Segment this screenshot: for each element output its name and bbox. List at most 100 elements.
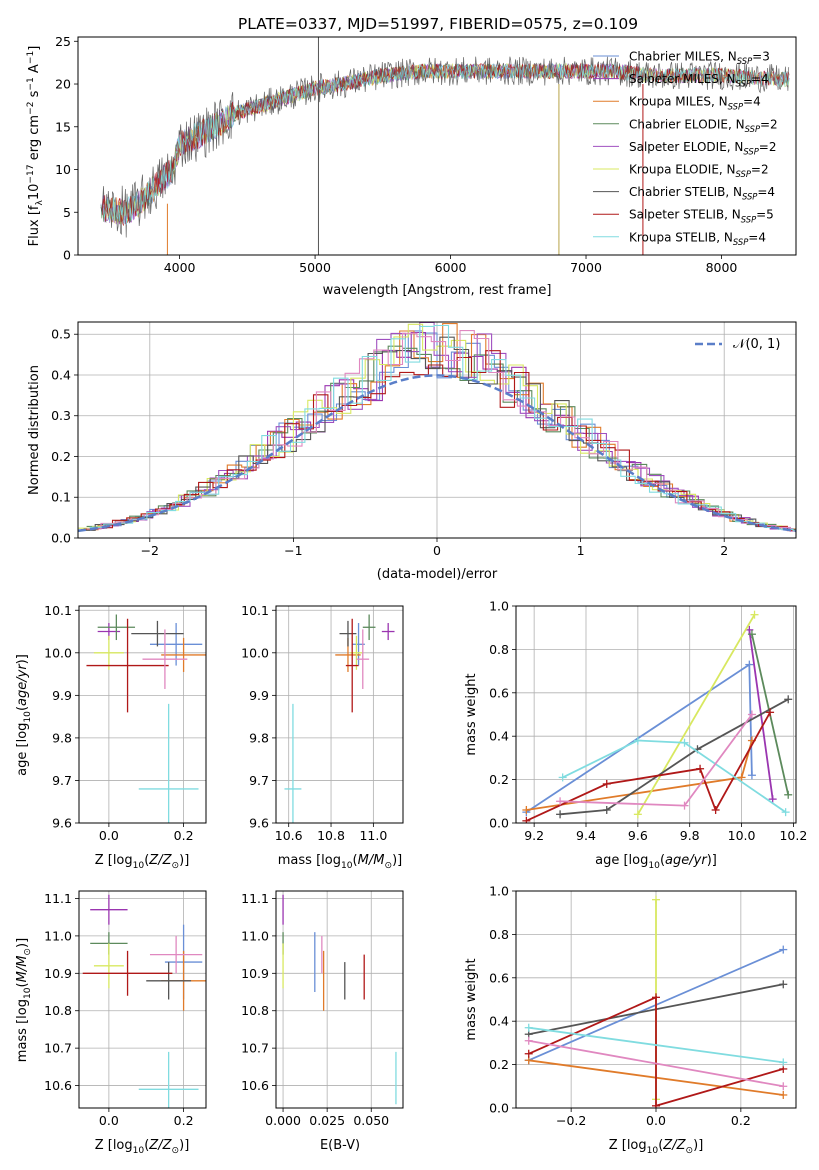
- plus-marker: [781, 808, 790, 817]
- y-axis-label: age [log10(age/yr)]: [15, 654, 33, 776]
- plot-area-mass_vs_Z: [82, 894, 206, 1108]
- plus-marker: [737, 773, 746, 782]
- legend-entry: Chabrier MILES, NSSP=3: [629, 50, 770, 67]
- y-tick-label: 11.1: [44, 891, 72, 906]
- x-axis-label: E(B-V): [320, 1138, 360, 1153]
- legend-entry: Chabrier ELODIE, NSSP=2: [629, 117, 778, 134]
- plus-marker: [633, 810, 642, 819]
- y-axis-label: Normed distribution: [27, 365, 42, 495]
- x-tick-label: 0.2: [731, 1113, 751, 1128]
- y-tick-label: 0.2: [489, 1057, 509, 1072]
- plus-marker: [696, 764, 705, 773]
- grid-mass_vs_Z: [79, 891, 206, 1108]
- x-tick-label: 0.0: [99, 828, 119, 843]
- axes-frame: [77, 321, 797, 539]
- histogram-series: [86, 330, 796, 532]
- errorbar-point: [82, 950, 173, 996]
- x-tick-label: 5000: [299, 260, 331, 275]
- weight-line: [528, 1039, 784, 1088]
- errorbar-point: [138, 703, 199, 823]
- x-axis-label: Z [log10(Z/Z⊙)]: [609, 1138, 704, 1156]
- errorbar-point: [345, 618, 359, 713]
- weight-line: [528, 995, 784, 1107]
- legend-entry: Kroupa MILES, NSSP=4: [629, 95, 761, 112]
- errorbar-point: [356, 629, 370, 689]
- plus-marker: [747, 771, 756, 780]
- y-axis-label: Flux [fλ10−17 erg cm−2 s−1 A−1]: [26, 46, 45, 247]
- y-tick-label: 0.8: [489, 927, 509, 942]
- plot-area-weight_vs_age: [522, 610, 793, 823]
- axes-frame: [275, 890, 404, 1109]
- plus-marker: [633, 736, 642, 745]
- plus-marker: [522, 805, 531, 814]
- histogram-series: [86, 345, 796, 532]
- plus-marker: [779, 945, 788, 954]
- x-tick-label: 1: [577, 543, 585, 558]
- y-tick-label: 5: [63, 205, 71, 220]
- x-tick-label: 6000: [435, 260, 467, 275]
- legend-entry: Kroupa ELODIE, NSSP=2: [629, 163, 769, 180]
- errorbar-point: [381, 623, 395, 641]
- x-tick-label: 0.2: [174, 1113, 194, 1128]
- plot-area-age_vs_Z: [86, 614, 206, 823]
- legend-entry: Kroupa STELIB, NSSP=4: [629, 230, 766, 247]
- axes-frame: [78, 890, 207, 1109]
- y-tick-label: 11.1: [241, 891, 269, 906]
- plus-marker: [680, 801, 689, 810]
- x-tick-label: 10.0: [728, 828, 756, 843]
- axes-age_vs_Z: 0.0 0.2 9.6 9.7 9.8 9.9 10.0 10.1 Z [log10(Z/Z⊙)…: [15, 603, 207, 871]
- errorbar-point: [93, 635, 124, 670]
- x-axis-label: (data-model)/error: [377, 567, 498, 582]
- plus-marker: [652, 895, 660, 904]
- plus-marker: [768, 795, 777, 804]
- y-tick-label: 0.4: [489, 1014, 509, 1029]
- axes-age_vs_mass: 10.6 10.8 11.0 9.6 9.7 9.8 9.9 10.0 10.1 mass [lo…: [241, 603, 404, 871]
- y-tick-label: 10.7: [241, 1041, 269, 1056]
- y-tick-label: 9.7: [52, 773, 72, 788]
- normal-curve: [78, 374, 796, 533]
- weight-line: [528, 1026, 784, 1064]
- plus-marker: [522, 816, 531, 823]
- axes-weight_vs_age: 9.2 9.4 9.6 9.8 10.0 10.2 0.0 0.2 0.4 0.6 0.8 1.0 ag…: [464, 599, 807, 871]
- histogram-series: [80, 336, 796, 531]
- y-tick-label: 0.8: [489, 642, 509, 657]
- errorbar-point: [90, 894, 128, 925]
- x-tick-label: 9.2: [524, 828, 544, 843]
- y-tick-label: 11.0: [241, 928, 269, 943]
- axes-spectrum: 4000 5000 6000 7000 8000 0 5 10 15 20 25 wavelength…: [26, 34, 797, 298]
- plus-marker: [766, 708, 775, 717]
- plot-area-spectrum: [100, 37, 790, 255]
- y-tick-label: 9.6: [52, 816, 72, 831]
- plot-area-weight_vs_Z: [524, 895, 788, 1108]
- legend: Chabrier MILES, NSSP=3 Salpeter MILES, NS…: [593, 50, 778, 247]
- plot-area-mass_vs_EBV: [282, 894, 397, 1105]
- y-tick-label: 15: [55, 119, 71, 134]
- y-tick-label: 10.0: [241, 645, 269, 660]
- x-tick-label: −1: [284, 543, 302, 558]
- y-tick-label: 10.8: [44, 1003, 72, 1018]
- spectrum-line: [100, 56, 790, 238]
- x-tick-label: 4000: [164, 260, 196, 275]
- x-tick-label: 9.8: [680, 828, 700, 843]
- y-tick-label: 0.2: [51, 449, 71, 464]
- plus-marker: [747, 630, 756, 639]
- x-tick-label: 2: [720, 543, 728, 558]
- plus-marker: [750, 610, 759, 619]
- x-tick-label: −2: [141, 543, 159, 558]
- grid-age_vs_mass: [276, 606, 403, 824]
- y-tick-label: 10.7: [44, 1041, 72, 1056]
- y-tick-label: 0.3: [51, 408, 71, 423]
- x-tick-label: 0.000: [265, 1113, 301, 1128]
- x-tick-label: 10.6: [275, 828, 303, 843]
- weight-line: [637, 614, 756, 815]
- errorbar-point: [131, 620, 184, 647]
- x-axis-label: Z [log10(Z/Z⊙)]: [95, 853, 190, 871]
- y-tick-label: 10.1: [44, 603, 72, 618]
- weight-line: [562, 739, 787, 813]
- y-tick-label: 10.9: [241, 966, 269, 981]
- y-tick-label: 9.9: [249, 688, 269, 703]
- x-axis-label: Z [log10(Z/Z⊙)]: [95, 1138, 190, 1156]
- y-tick-label: 10.6: [241, 1078, 269, 1093]
- errorbar-point: [86, 618, 169, 713]
